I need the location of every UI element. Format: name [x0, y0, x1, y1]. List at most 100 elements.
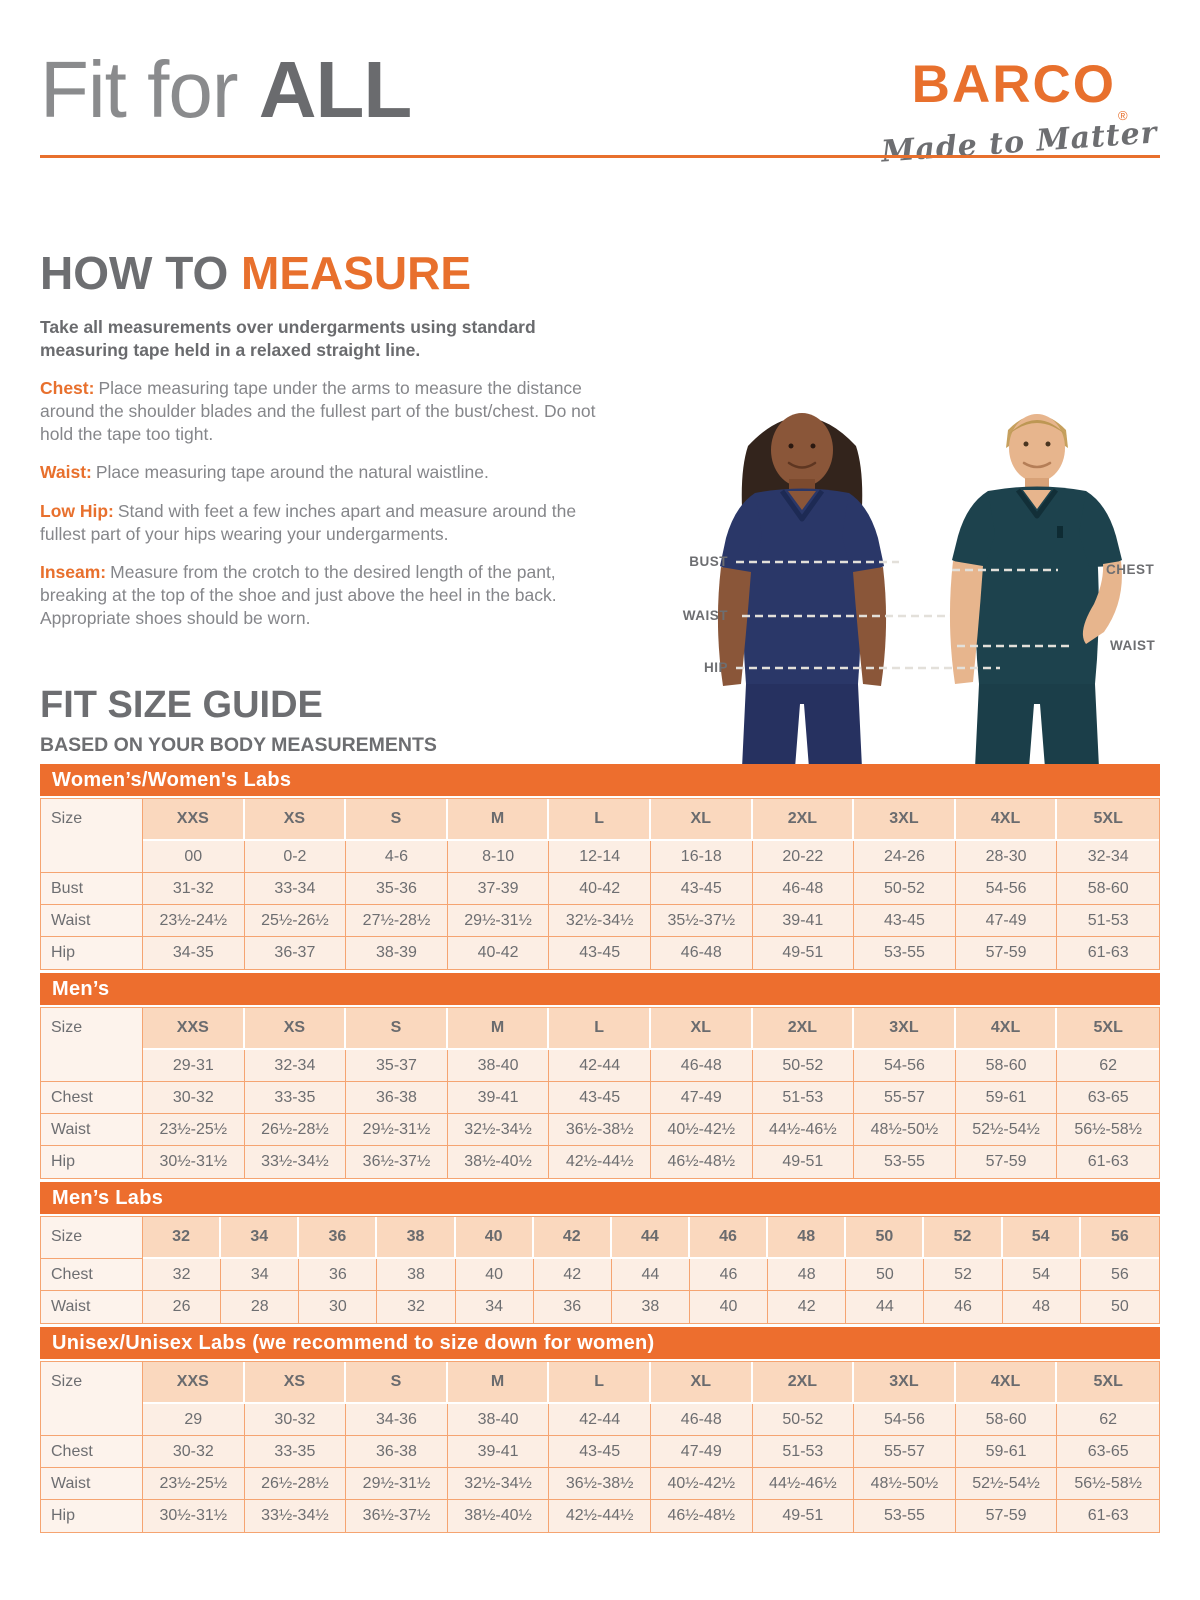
row-label-cell: Waist — [41, 1468, 143, 1500]
size-value-cell: 29 — [143, 1404, 245, 1436]
size-header-cell: XL — [650, 1362, 753, 1404]
row-label-cell: Hip — [41, 1146, 143, 1178]
size-header-cell: M — [447, 1362, 550, 1404]
measurement-table: Size XXS XS S M L XL 2XL 3XL 4XL 5XL 00 0-2 4-6 8-10 12… — [40, 798, 1160, 970]
size-tables: Women’s/Women's Labs Size XXS XS S M L XL 2XL 3X… — [40, 764, 1160, 1536]
size-value-cell: 62 — [1057, 1050, 1159, 1082]
size-header-row: Size XXS XS S M L XL 2XL 3XL 4XL 5XL — [41, 1362, 1159, 1436]
size-value-cell: 58-60 — [955, 1404, 1058, 1436]
measurement-cell: 42 — [768, 1291, 847, 1323]
measurement-cell: 53-55 — [854, 1500, 956, 1532]
size-header-cell: XL — [650, 799, 753, 841]
measurement-cell: 36 — [299, 1259, 378, 1291]
measurement-cell: 53-55 — [854, 937, 956, 969]
measurement-cell: 39-41 — [447, 1436, 550, 1468]
measure-item-chest: Chest: Place measuring tape under the arm… — [40, 377, 625, 446]
fit-size-guide-subheading: BASED ON YOUR BODY MEASUREMENTS — [40, 734, 437, 756]
woman-figure — [717, 413, 887, 768]
size-header-cell: S — [346, 1362, 448, 1404]
measurement-cell: 34 — [455, 1291, 534, 1323]
measurement-cell: 23½-25½ — [143, 1468, 245, 1500]
size-header-cell: 44 — [611, 1217, 690, 1259]
size-header-cell: M — [447, 799, 550, 841]
measurement-cell: 48½-50½ — [854, 1468, 956, 1500]
measurement-cell: 47-49 — [650, 1436, 753, 1468]
size-value-cell: 50-52 — [752, 1404, 855, 1436]
measurement-cell: 26½-28½ — [244, 1468, 347, 1500]
size-value-cell: 42-44 — [549, 1050, 651, 1082]
measurement-cell: 38 — [377, 1259, 456, 1291]
measurement-cell: 44½-46½ — [752, 1114, 855, 1146]
measure-item-label: Inseam: — [40, 561, 107, 582]
measurement-cell: 33-35 — [244, 1436, 347, 1468]
size-header-cell: M — [447, 1008, 550, 1050]
measurement-cell: 28 — [221, 1291, 300, 1323]
measurement-cell: 46 — [924, 1291, 1003, 1323]
size-value-cell: 32-34 — [244, 1050, 347, 1082]
size-value-row: 29 30-32 34-36 38-40 42-44 46-48 50-52 54-56 58-… — [41, 1404, 1159, 1436]
measurement-cell: 42 — [533, 1259, 612, 1291]
measurement-cell: 55-57 — [854, 1436, 956, 1468]
size-table-unisex: Unisex/Unisex Labs (we recommend to size… — [40, 1327, 1160, 1533]
measurement-cell: 51-53 — [752, 1436, 855, 1468]
measurement-cell: 26½-28½ — [244, 1114, 347, 1146]
measurement-cell: 57-59 — [955, 1146, 1058, 1178]
how-to-measure-heading: HOW TO MEASURE — [40, 246, 650, 300]
measurement-cell: 30½-31½ — [143, 1146, 245, 1178]
table-row: Chest 30-32 33-35 36-38 39-41 43-45 47-49 51-53… — [41, 1082, 1159, 1114]
header-divider — [40, 155, 1160, 158]
measurement-cell: 56½-58½ — [1057, 1468, 1159, 1500]
size-value-cell: 34-36 — [346, 1404, 448, 1436]
measure-item-text: Stand with feet a few inches apart and m… — [40, 500, 577, 544]
size-header-cell: 32 — [143, 1217, 222, 1259]
measurement-cell: 29½-31½ — [346, 1468, 448, 1500]
size-header-cell: 38 — [377, 1217, 456, 1259]
measurement-table: Size XXS XS S M L XL 2XL 3XL 4XL 5XL 29 30-32 34-36 38… — [40, 1361, 1160, 1533]
table-row: Chest 30-32 33-35 36-38 39-41 43-45 47-49 51-53… — [41, 1436, 1159, 1468]
size-value-cell: 32-34 — [1057, 841, 1159, 873]
size-value-cell: 50-52 — [752, 1050, 855, 1082]
size-header-cell: L — [549, 799, 651, 841]
size-header-cell: 56 — [1080, 1217, 1159, 1259]
measurement-cell: 46½-48½ — [650, 1500, 753, 1532]
size-value-row: 00 0-2 4-6 8-10 12-14 16-18 20-22 24-26 28-30 32-… — [41, 841, 1159, 873]
page-title-regular: Fit for — [40, 45, 238, 134]
measurement-cell: 36½-37½ — [346, 1500, 448, 1532]
row-label-cell: Waist — [41, 1114, 143, 1146]
measurement-cell: 56½-58½ — [1057, 1114, 1159, 1146]
size-header-cell: XXS — [143, 1008, 245, 1050]
measurement-cell: 49-51 — [752, 937, 855, 969]
measurement-cell: 47-49 — [955, 905, 1058, 937]
measurement-cell: 36-38 — [346, 1436, 448, 1468]
measurement-cell: 32½-34½ — [447, 1468, 550, 1500]
corner-cell: Size — [41, 1362, 143, 1436]
size-table-mens-labs: Men’s Labs Size 32 34 36 38 40 42 44 46 48 50 52 54 5… — [40, 1182, 1160, 1324]
measurement-cell: 30-32 — [143, 1082, 245, 1114]
row-label-cell: Waist — [41, 905, 143, 937]
measurement-cell: 51-53 — [752, 1082, 855, 1114]
measurement-cell: 35½-37½ — [650, 905, 753, 937]
measurement-cell: 31-32 — [143, 873, 245, 905]
table-row: Waist 23½-25½ 26½-28½ 29½-31½ 32½-34½ 36½-38½… — [41, 1114, 1159, 1146]
man-figure — [949, 414, 1122, 768]
row-label-cell: Hip — [41, 937, 143, 969]
measurement-cell: 36 — [533, 1291, 612, 1323]
size-value-cell: 24-26 — [854, 841, 956, 873]
measure-item-text: Place measuring tape under the arms to m… — [40, 378, 596, 445]
table-banner-womens: Women’s/Women's Labs — [40, 764, 1160, 796]
measure-item-low-hip: Low Hip: Stand with feet a few inches apa… — [40, 500, 625, 546]
chest-label: CHEST — [1106, 562, 1155, 577]
measurement-cell: 43-45 — [650, 873, 753, 905]
size-value-cell: 35-37 — [346, 1050, 448, 1082]
size-header-cell: XS — [244, 1362, 347, 1404]
measurement-cell: 25½-26½ — [244, 905, 347, 937]
table-row: Hip 34-35 36-37 38-39 40-42 43-45 46-48 49-51 53… — [41, 937, 1159, 969]
table-row: Hip 30½-31½ 33½-34½ 36½-37½ 38½-40½ 42½-44½ 46… — [41, 1500, 1159, 1532]
measurement-cell: 33½-34½ — [244, 1146, 347, 1178]
size-header-cell: 40 — [455, 1217, 534, 1259]
measurement-cell: 43-45 — [549, 1082, 651, 1114]
models-illustration — [717, 413, 1122, 768]
page-title-bold: ALL — [258, 45, 413, 134]
measure-item-waist: Waist: Place measuring tape around the na… — [40, 461, 625, 484]
